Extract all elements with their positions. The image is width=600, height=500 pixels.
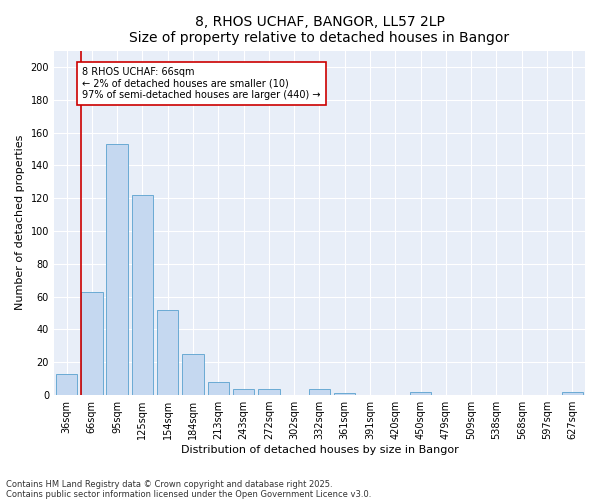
Text: 8 RHOS UCHAF: 66sqm
← 2% of detached houses are smaller (10)
97% of semi-detache: 8 RHOS UCHAF: 66sqm ← 2% of detached hou… bbox=[82, 67, 321, 100]
Bar bbox=[106, 144, 128, 395]
Bar bbox=[410, 392, 431, 395]
Text: Contains HM Land Registry data © Crown copyright and database right 2025.
Contai: Contains HM Land Registry data © Crown c… bbox=[6, 480, 371, 499]
Bar bbox=[81, 292, 103, 395]
Bar bbox=[157, 310, 178, 395]
Bar bbox=[233, 388, 254, 395]
Bar bbox=[258, 388, 280, 395]
Bar bbox=[182, 354, 204, 395]
Bar bbox=[562, 392, 583, 395]
Y-axis label: Number of detached properties: Number of detached properties bbox=[15, 135, 25, 310]
X-axis label: Distribution of detached houses by size in Bangor: Distribution of detached houses by size … bbox=[181, 445, 458, 455]
Title: 8, RHOS UCHAF, BANGOR, LL57 2LP
Size of property relative to detached houses in : 8, RHOS UCHAF, BANGOR, LL57 2LP Size of … bbox=[130, 15, 509, 45]
Bar bbox=[131, 195, 153, 395]
Bar bbox=[56, 374, 77, 395]
Bar bbox=[334, 394, 355, 395]
Bar bbox=[309, 388, 330, 395]
Bar bbox=[208, 382, 229, 395]
